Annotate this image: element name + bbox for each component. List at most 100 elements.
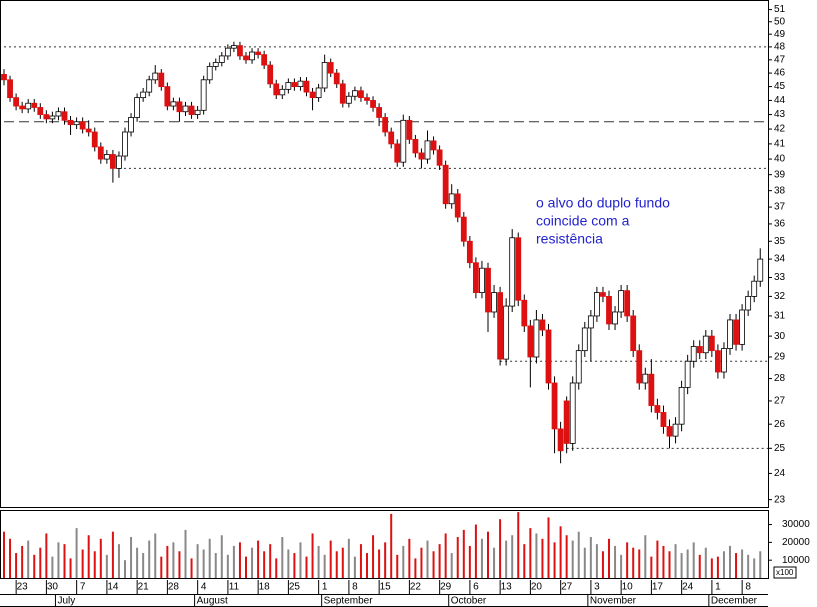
candle-body: [170, 101, 177, 107]
candle-body: [454, 193, 461, 218]
volume-bar: [359, 544, 362, 578]
y-tick-label: 40: [774, 154, 786, 165]
volume-bar: [317, 545, 320, 578]
candle-body: [527, 325, 534, 358]
candle-body: [466, 240, 473, 264]
volume-bar: [214, 553, 217, 578]
candle-body: [140, 91, 147, 99]
x-tick-label: 6: [473, 582, 479, 593]
volume-bar: [704, 547, 707, 578]
volume-bar: [668, 551, 671, 578]
volume-bar: [747, 554, 750, 578]
volume-bar: [408, 538, 411, 578]
volume-bar: [614, 545, 617, 578]
candle-body: [509, 237, 516, 307]
volume-bar: [263, 551, 266, 578]
volume-bar: [172, 542, 175, 578]
unit-box: [773, 566, 797, 579]
candle-body: [188, 105, 195, 115]
candle-body: [442, 164, 449, 205]
volume-bar: [257, 540, 260, 578]
volume-bar: [426, 540, 429, 578]
candle-body: [200, 79, 207, 111]
x-tick-label: 8: [745, 582, 751, 593]
candle-body: [345, 95, 352, 104]
volume-bar: [251, 547, 254, 578]
volume-bar: [390, 513, 393, 578]
candle-body: [152, 72, 159, 81]
y-tick-label: 38: [774, 185, 786, 196]
volume-bar: [196, 544, 199, 578]
candle-body: [1, 74, 7, 81]
volume-bar: [686, 549, 689, 578]
volume-bar: [232, 545, 235, 578]
candle-body: [146, 79, 153, 93]
candle-body: [642, 373, 649, 384]
candle-body: [110, 154, 116, 169]
volume-bar: [184, 529, 187, 578]
candle-body: [448, 193, 455, 205]
y-tick-label: 31: [774, 311, 786, 322]
y-tick-label: 47: [774, 54, 786, 65]
y-tick-label: 45: [774, 81, 786, 92]
candle-body: [206, 66, 213, 81]
volume-bar: [735, 553, 738, 578]
candle-body: [85, 128, 92, 133]
candle-body: [648, 373, 655, 406]
candle-body: [563, 400, 570, 444]
x-tick-label: 4: [201, 582, 207, 593]
y-tick-label: 26: [774, 419, 786, 430]
candle-body: [539, 319, 546, 331]
volume-bar: [438, 544, 441, 578]
candle-body: [164, 86, 171, 107]
volume-bar: [589, 537, 592, 578]
candle-body: [327, 62, 334, 74]
annotation: resistência: [536, 231, 603, 247]
volume-bar: [329, 540, 332, 578]
volume-bar: [698, 554, 701, 578]
month-label: July: [57, 596, 75, 607]
candle-body: [321, 62, 328, 89]
volume-bar: [57, 542, 60, 578]
x-tick-label: 7: [80, 582, 86, 593]
candle-body: [67, 119, 74, 126]
candle-body: [364, 97, 370, 101]
candle-body: [73, 121, 80, 126]
candle-body: [575, 350, 582, 384]
v-tick-label: 30000: [782, 519, 810, 530]
volume-bar: [75, 528, 78, 578]
x-tick-label: 29: [440, 582, 452, 593]
volume-bar: [638, 549, 641, 578]
volume-bar: [190, 558, 193, 578]
candle-body: [727, 319, 733, 349]
volume-bar: [293, 553, 296, 578]
candle-body: [382, 117, 389, 133]
volume-bar: [39, 547, 42, 578]
candle-body: [654, 405, 661, 413]
candle-body: [267, 64, 274, 85]
candle-body: [303, 80, 310, 93]
volume-bar: [729, 545, 731, 578]
candle-body: [436, 149, 443, 166]
volume-bar: [305, 556, 308, 578]
candle-body: [297, 80, 304, 88]
candle-body: [7, 79, 13, 99]
y-tick-label: 33: [774, 272, 786, 283]
y-tick-label: 37: [774, 202, 786, 213]
candle-body: [721, 348, 727, 373]
candle-body: [745, 296, 752, 311]
volume-bar: [136, 547, 139, 578]
volume-bar: [238, 542, 241, 578]
y-tick-label: 49: [774, 29, 786, 40]
candle-body: [406, 119, 413, 140]
volume-bar: [220, 535, 223, 578]
volume-bar: [148, 540, 151, 578]
volume-bar: [716, 556, 719, 578]
volume-bar: [577, 531, 580, 578]
candle-body: [291, 82, 298, 88]
candle-body: [370, 100, 376, 108]
month-label: November: [590, 596, 637, 607]
candle-body: [19, 105, 26, 110]
y-tick-label: 28: [774, 373, 786, 384]
